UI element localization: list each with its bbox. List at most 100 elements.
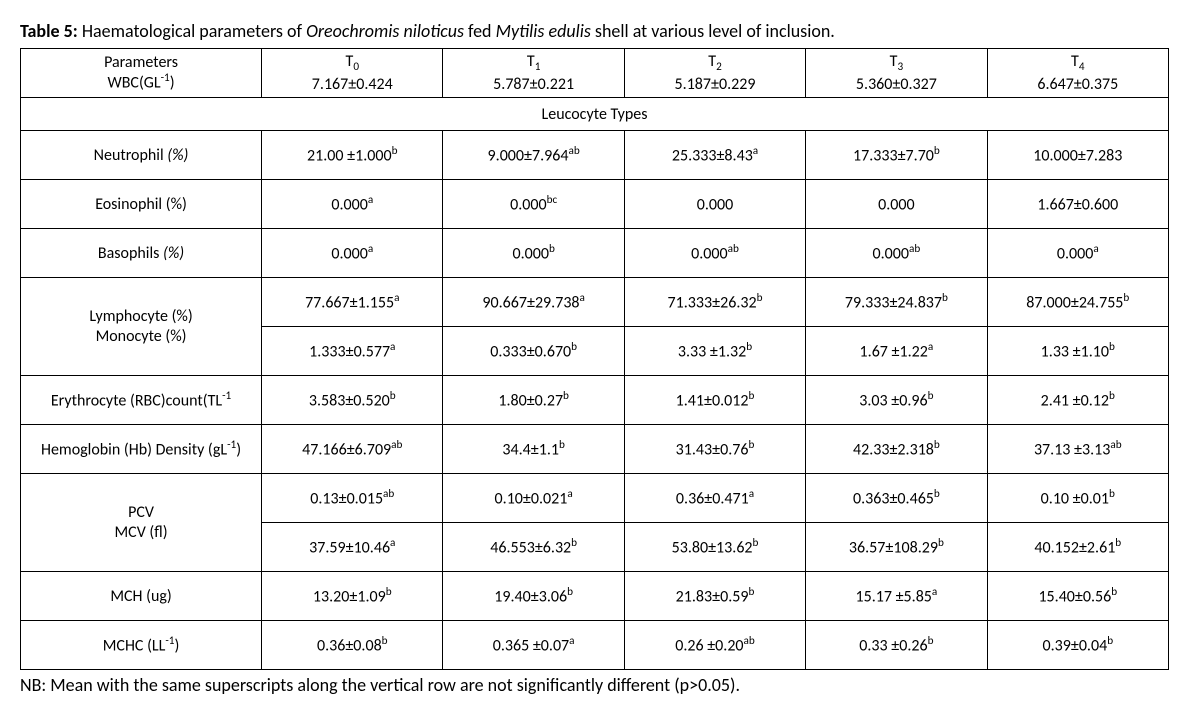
neutrophil-T0: 21.00 ±1.000b: [262, 131, 443, 180]
rbc-T2: 1.41±0.012b: [624, 376, 805, 425]
lymphocyte-label: Lymphocyte (%): [89, 307, 192, 326]
mch-T4: 15.40±0.56b: [987, 572, 1168, 621]
pcv-T0: 0.13±0.015ab: [262, 474, 443, 523]
neutrophil-T2: 25.333±8.43a: [624, 131, 805, 180]
mch-label: MCH (ug): [21, 572, 262, 621]
rbc-T3: 3.03 ±0.96b: [806, 376, 987, 425]
table-container: Table 5: Haematological parameters of Or…: [20, 20, 1169, 696]
pcv-T2: 0.36±0.471a: [624, 474, 805, 523]
caption-text-1: Haematological parameters of: [78, 20, 306, 42]
mcv-label: MCV (fl): [115, 523, 168, 542]
hb-label: Hemoglobin (Hb) Density (gL-1): [21, 425, 262, 474]
eosinophil-label: Eosinophil (%): [21, 180, 262, 229]
wbc-T2: 5.187±0.229: [675, 75, 756, 94]
mcv-T2: 53.80±13.62b: [624, 523, 805, 572]
row-pcv: PCV MCV (fl) 0.13±0.015ab 0.10±0.021a 0.…: [21, 474, 1169, 523]
header-row: Parameters WBC(GL-1) T0 7.167±0.424 T1 5…: [21, 49, 1169, 98]
eosinophil-T4: 1.667±0.600: [987, 180, 1168, 229]
lymphocyte-T3: 79.333±24.837b: [806, 278, 987, 327]
row-hb: Hemoglobin (Hb) Density (gL-1) 47.166±6.…: [21, 425, 1169, 474]
pcv-T4: 0.10 ±0.01b: [987, 474, 1168, 523]
mcv-T0: 37.59±10.46a: [262, 523, 443, 572]
header-T1: T1 5.787±0.221: [443, 49, 624, 98]
monocyte-T3: 1.67 ±1.22a: [806, 327, 987, 376]
eosinophil-T0: 0.000a: [262, 180, 443, 229]
row-rbc: Erythrocyte (RBC)count(TL-1 3.583±0.520b…: [21, 376, 1169, 425]
wbc-T1: 5.787±0.221: [493, 75, 574, 94]
row-mch: MCH (ug) 13.20±1.09b 19.40±3.06b 21.83±0…: [21, 572, 1169, 621]
eosinophil-T2: 0.000: [624, 180, 805, 229]
lymphocyte-T0: 77.667±1.155a: [262, 278, 443, 327]
mcv-T3: 36.57±108.29b: [806, 523, 987, 572]
basophils-T2: 0.000ab: [624, 229, 805, 278]
mchc-T0: 0.36±0.08b: [262, 621, 443, 670]
lymph-mono-label: Lymphocyte (%) Monocyte (%): [21, 278, 262, 376]
lymphocyte-T4: 87.000±24.755b: [987, 278, 1168, 327]
mch-T3: 15.17 ±5.85a: [806, 572, 987, 621]
neutrophil-T4: 10.000±7.283: [987, 131, 1168, 180]
header-parameters: Parameters WBC(GL-1): [21, 49, 262, 98]
hb-T3: 42.33±2.318b: [806, 425, 987, 474]
table-caption: Table 5: Haematological parameters of Or…: [20, 20, 1169, 42]
mchc-T4: 0.39±0.04b: [987, 621, 1168, 670]
rbc-T1: 1.80±0.27b: [443, 376, 624, 425]
lymphocyte-T1: 90.667±29.738a: [443, 278, 624, 327]
pcv-mcv-label: PCV MCV (fl): [21, 474, 262, 572]
section-label: Leucocyte Types: [21, 98, 1169, 131]
wbc-T3: 5.360±0.327: [856, 75, 937, 94]
mch-T1: 19.40±3.06b: [443, 572, 624, 621]
mch-T2: 21.83±0.59b: [624, 572, 805, 621]
caption-species-1: Oreochromis niloticus: [306, 20, 464, 42]
header-T4: T4 6.647±0.375: [987, 49, 1168, 98]
pcv-T1: 0.10±0.021a: [443, 474, 624, 523]
row-basophils: Basophils (%) 0.000a 0.000b 0.000ab 0.00…: [21, 229, 1169, 278]
mchc-T3: 0.33 ±0.26b: [806, 621, 987, 670]
data-table: Parameters WBC(GL-1) T0 7.167±0.424 T1 5…: [20, 48, 1169, 670]
neutrophil-T3: 17.333±7.70b: [806, 131, 987, 180]
rbc-T4: 2.41 ±0.12b: [987, 376, 1168, 425]
basophils-T4: 0.000a: [987, 229, 1168, 278]
basophils-T1: 0.000b: [443, 229, 624, 278]
header-parameters-label: Parameters: [104, 53, 178, 72]
caption-prefix: Table 5:: [20, 20, 78, 42]
lymphocyte-T2: 71.333±26.32b: [624, 278, 805, 327]
mchc-T1: 0.365 ±0.07a: [443, 621, 624, 670]
monocyte-T1: 0.333±0.670b: [443, 327, 624, 376]
pcv-T3: 0.363±0.465b: [806, 474, 987, 523]
monocyte-label: Monocyte (%): [96, 327, 187, 346]
monocyte-T0: 1.333±0.577a: [262, 327, 443, 376]
header-T3: T3 5.360±0.327: [806, 49, 987, 98]
row-mchc: MCHC (LL-1) 0.36±0.08b 0.365 ±0.07a 0.26…: [21, 621, 1169, 670]
basophils-T0: 0.000a: [262, 229, 443, 278]
mchc-T2: 0.26 ±0.20ab: [624, 621, 805, 670]
table-footnote: NB: Mean with the same superscripts alon…: [20, 674, 1169, 696]
neutrophil-T1: 9.000±7.964ab: [443, 131, 624, 180]
pcv-label: PCV: [128, 503, 154, 522]
hb-T2: 31.43±0.76b: [624, 425, 805, 474]
neutrophil-label: Neutrophil (%): [21, 131, 262, 180]
basophils-T3: 0.000ab: [806, 229, 987, 278]
caption-species-2: Mytilis edulis: [496, 20, 591, 42]
monocyte-T4: 1.33 ±1.10b: [987, 327, 1168, 376]
mcv-T1: 46.553±6.32b: [443, 523, 624, 572]
section-leucocyte: Leucocyte Types: [21, 98, 1169, 131]
header-T2: T2 5.187±0.229: [624, 49, 805, 98]
row-neutrophil: Neutrophil (%) 21.00 ±1.000b 9.000±7.964…: [21, 131, 1169, 180]
mcv-T4: 40.152±2.61b: [987, 523, 1168, 572]
header-wbc-label: WBC(GL-1): [107, 72, 174, 93]
header-T0: T0 7.167±0.424: [262, 49, 443, 98]
mchc-label: MCHC (LL-1): [21, 621, 262, 670]
eosinophil-T1: 0.000bc: [443, 180, 624, 229]
eosinophil-T3: 0.000: [806, 180, 987, 229]
hb-T4: 37.13 ±3.13ab: [987, 425, 1168, 474]
monocyte-T2: 3.33 ±1.32b: [624, 327, 805, 376]
rbc-T0: 3.583±0.520b: [262, 376, 443, 425]
hb-T1: 34.4±1.1b: [443, 425, 624, 474]
rbc-label: Erythrocyte (RBC)count(TL-1: [21, 376, 262, 425]
wbc-T0: 7.167±0.424: [312, 75, 393, 94]
hb-T0: 47.166±6.709ab: [262, 425, 443, 474]
mch-T0: 13.20±1.09b: [262, 572, 443, 621]
row-eosinophil: Eosinophil (%) 0.000a 0.000bc 0.000 0.00…: [21, 180, 1169, 229]
wbc-T4: 6.647±0.375: [1037, 75, 1118, 94]
caption-tail: shell at various level of inclusion.: [591, 20, 835, 42]
